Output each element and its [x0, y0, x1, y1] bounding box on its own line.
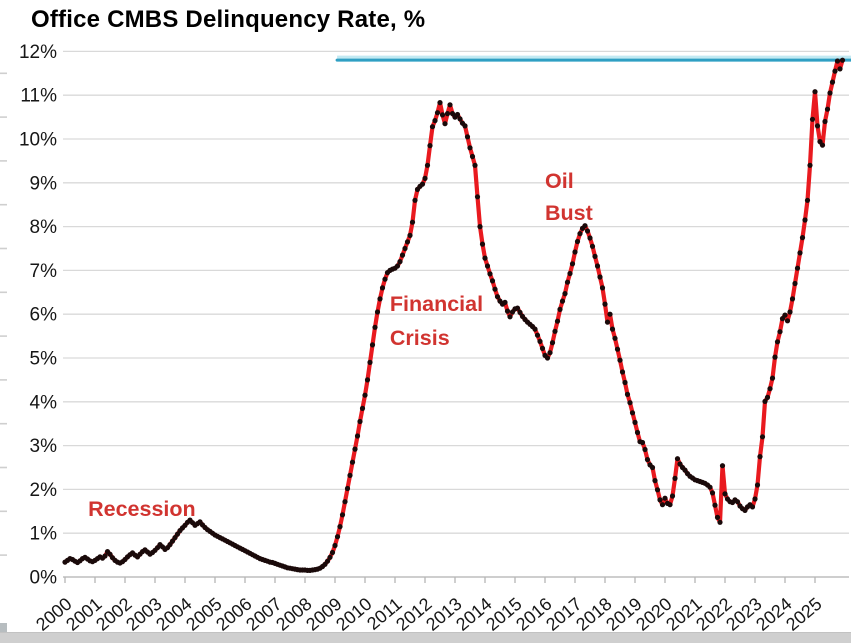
y-tick-label: 3%: [30, 436, 58, 457]
y-tick-label: 4%: [30, 392, 58, 413]
series-markers: [62, 57, 846, 574]
y-tick-label: 7%: [30, 261, 58, 282]
left-edge-ticks: [0, 72, 7, 556]
x-axis: [63, 576, 849, 583]
y-tick-label: 0%: [30, 568, 58, 589]
window-edge-strip: [0, 632, 851, 643]
y-tick-label: 9%: [30, 173, 58, 194]
y-axis-labels: 0% 1% 2% 3% 4% 5% 6% 7% 8% 9% 10% 11% 12%: [19, 42, 57, 589]
y-tick-label: 11%: [20, 86, 57, 107]
gridlines: [63, 50, 849, 534]
y-tick-label: 8%: [30, 217, 58, 238]
corner-artifact: [0, 623, 7, 632]
y-tick-label: 12%: [19, 42, 57, 63]
chart-title: Office CMBS Delinquency Rate, %: [31, 6, 426, 33]
x-tick-label: 2025: [782, 594, 826, 635]
oil-bust-label: Bust: [545, 201, 593, 225]
recession-label: Recession: [88, 497, 196, 521]
y-tick-label: 6%: [30, 305, 58, 326]
oil-bust-label: Oil: [545, 169, 574, 193]
y-tick-label: 1%: [30, 524, 58, 545]
x-axis-labels: 2000200120022003200420052006200720082009…: [32, 594, 826, 635]
y-tick-label: 10%: [19, 130, 57, 151]
financial-crisis-label: Financial: [390, 292, 483, 316]
y-tick-label: 2%: [30, 480, 58, 501]
annotations: Recession Financial Crisis Oil Bust: [88, 169, 593, 521]
y-tick-label: 5%: [30, 349, 58, 370]
financial-crisis-label: Crisis: [390, 326, 450, 350]
record-high-line: [335, 55, 851, 62]
